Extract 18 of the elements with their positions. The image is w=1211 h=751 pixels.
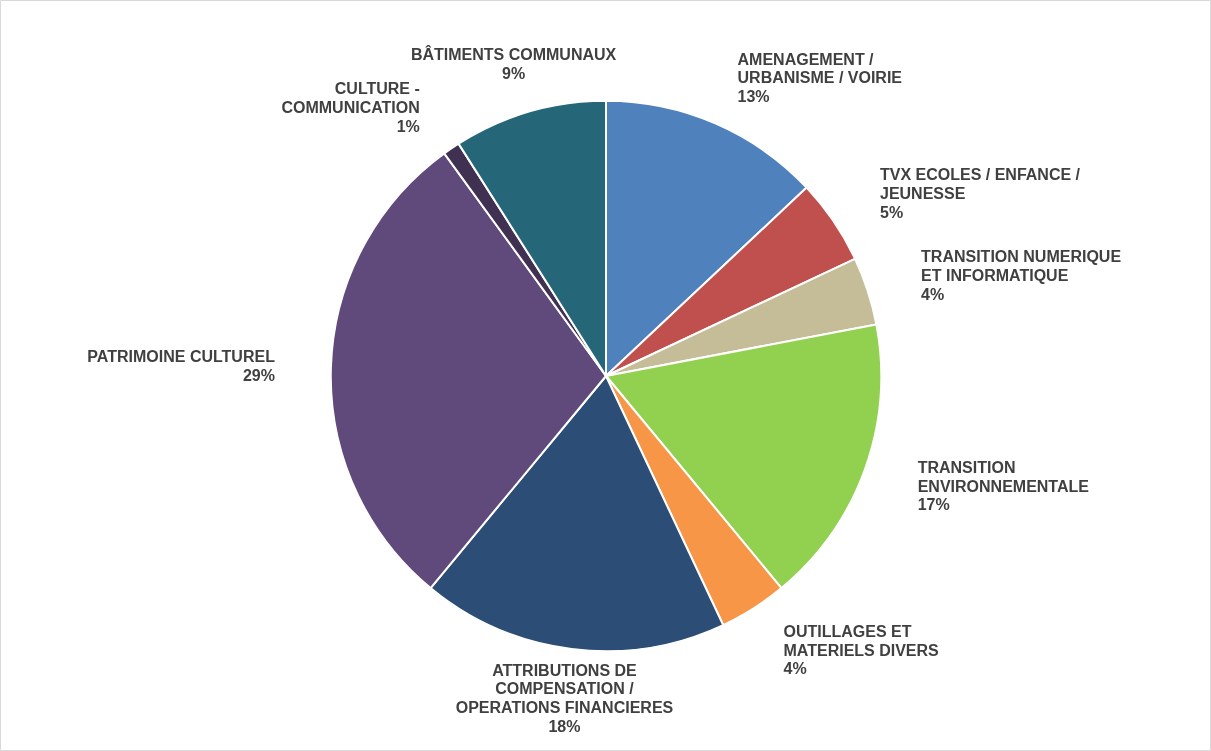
data-label: 5% xyxy=(879,203,904,221)
data-label: 29% xyxy=(242,366,275,384)
data-label: 9% xyxy=(502,64,526,82)
slice-label: TVX ECOLES / ENFANCE / JEUNESSE xyxy=(879,166,1081,202)
data-label: 18% xyxy=(548,717,581,735)
slice-label: CULTURE - COMMUNICATION xyxy=(281,80,420,116)
slice-label: TRANSITION ENVIRONNEMENTALE xyxy=(917,458,1090,495)
data-label: 17% xyxy=(917,496,950,514)
data-label: 4% xyxy=(783,660,807,678)
data-label: 4% xyxy=(921,285,945,303)
slice-label: AMENAGEMENT / URBANISME / VOIRIE xyxy=(737,50,903,87)
data-label: 13% xyxy=(737,88,770,106)
slice-label: OUTILLAGES ET MATERIELS DIVERS xyxy=(783,623,940,659)
slice-label: BÂTIMENTS COMMUNAUX xyxy=(410,45,617,64)
slice-label: ATTRIBUTIONS DE COMPENSATION / OPERATIONS FINANCIERES xyxy=(455,661,674,717)
slice-label: TRANSITION NUMERIQUE ET INFORMATIQUE xyxy=(921,248,1122,285)
data-label: 1% xyxy=(396,117,420,135)
slice-label: PATRIMOINE CULTUREL xyxy=(87,347,276,365)
